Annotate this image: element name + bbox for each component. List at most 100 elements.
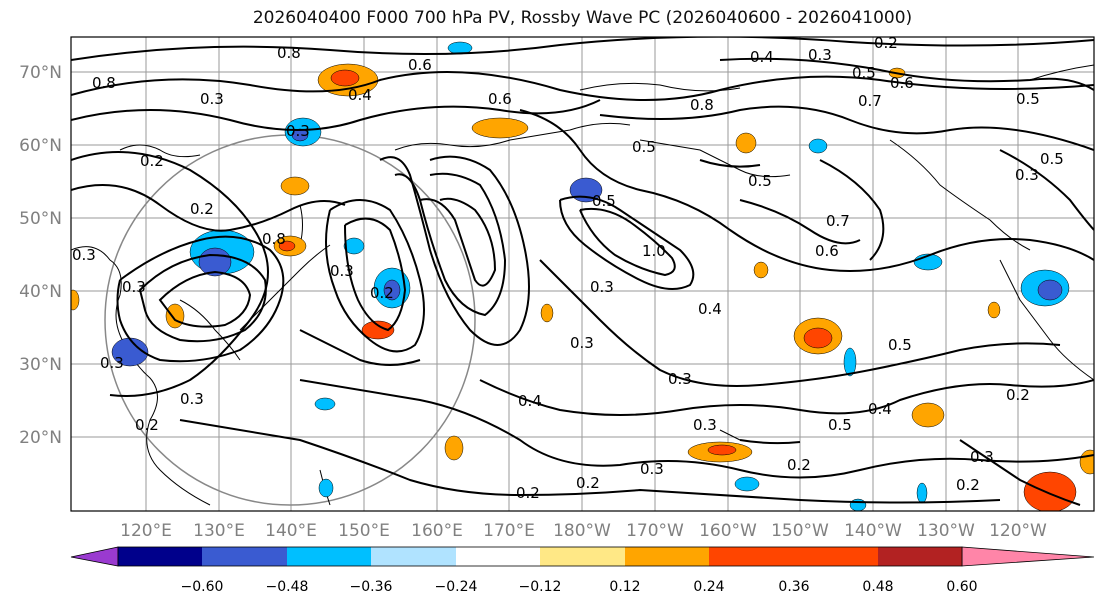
contour-label: 0.4 (750, 48, 774, 66)
positive-anomaly (1079, 449, 1094, 475)
contour-label: 0.3 (122, 278, 146, 296)
lon-label: 180°W (553, 521, 611, 541)
colorbar-extend-min (70, 546, 119, 567)
contour-label: 0.3 (330, 262, 354, 280)
colorbar-tick-label: 0.36 (778, 579, 809, 595)
positive-anomaly (444, 435, 464, 461)
figure-title: 2026040400 F000 700 hPa PV, Rossby Wave … (252, 8, 913, 28)
colorbar-tick-label: −0.60 (181, 579, 224, 595)
contour-label: 0.8 (92, 74, 116, 92)
colorbar-bin (709, 547, 794, 566)
contour-label: 0.4 (518, 392, 542, 410)
negative-anomaly (843, 347, 857, 377)
positive-anomaly-core (803, 327, 833, 349)
lat-label: 70°N (19, 63, 62, 83)
contour-label: 0.3 (570, 334, 594, 352)
colorbar-bin (287, 547, 371, 566)
contour-label: 0.4 (348, 86, 372, 104)
colorbar-bin (625, 547, 709, 566)
contour-label: 0.8 (690, 96, 714, 114)
colorbar-tick-label: −0.36 (350, 579, 393, 595)
colorbar-bin (456, 547, 540, 566)
colorbar-tick-label: 0.12 (609, 579, 640, 595)
positive-anomaly (987, 301, 1001, 319)
contour-label: 0.2 (1006, 386, 1030, 404)
contour-label: 0.7 (826, 212, 850, 230)
contour-label: 0.2 (576, 474, 600, 492)
contour-label: 0.3 (808, 46, 832, 64)
colorbar-extend-max (961, 546, 1095, 567)
negative-anomaly (318, 478, 334, 498)
lon-label: 170°W (626, 521, 684, 541)
contour-label: 0.2 (956, 476, 980, 494)
negative-anomaly (343, 237, 365, 255)
contour-label: 0.6 (890, 74, 914, 92)
contour-label: 0.6 (815, 242, 839, 260)
negative-anomaly-core (383, 279, 401, 301)
contour-label: 0.2 (190, 200, 214, 218)
contour-label: 0.2 (135, 416, 159, 434)
lat-label: 40°N (19, 282, 62, 302)
colorbar-bin (540, 547, 625, 566)
colorbar-tick-label: −0.12 (519, 579, 562, 595)
contour-labels: 0.8 0.6 0.4 0.3 0.2 0.5 0.6 0.7 0.6 0.4 … (72, 34, 1064, 502)
colorbar-bin (371, 547, 456, 566)
contour-label: 0.5 (1040, 150, 1064, 168)
colorbar-bin (202, 547, 287, 566)
positive-anomaly (753, 261, 769, 279)
negative-anomaly (734, 476, 760, 492)
map-panel: 0.8 0.6 0.4 0.3 0.2 0.5 0.6 0.7 0.6 0.4 … (70, 34, 1095, 512)
contour-label: 0.2 (874, 34, 898, 52)
contour-label: 0.5 (888, 336, 912, 354)
positive-anomaly-core (707, 444, 737, 456)
map-frame (70, 36, 1095, 512)
colorbar-tick-label: 0.60 (946, 579, 977, 595)
contour-label: 0.3 (180, 390, 204, 408)
coastlines (71, 64, 1094, 506)
colorbar-tick-label: 0.24 (693, 579, 724, 595)
lat-label: 60°N (19, 136, 62, 156)
colorbar-tick-label: 0.48 (862, 579, 893, 595)
lon-label: 120°E (120, 521, 172, 541)
colorbar-tick-label: −0.48 (266, 579, 309, 595)
contour-label: 0.3 (72, 246, 96, 264)
lon-label: 140°W (844, 521, 902, 541)
pv-contours (71, 37, 1094, 506)
positive-anomaly-core (330, 69, 360, 87)
contour-label: 1.0 (642, 242, 666, 260)
contour-label: 0.3 (693, 416, 717, 434)
contour-label: 0.3 (640, 460, 664, 478)
contour-label: 0.4 (868, 400, 892, 418)
contour-label: 0.3 (1015, 166, 1039, 184)
contour-label: 0.2 (516, 484, 540, 502)
colorbar-bin (118, 547, 202, 566)
contour-label: 0.3 (100, 354, 124, 372)
positive-anomaly (71, 289, 80, 311)
contour-label: 0.2 (140, 152, 164, 170)
contour-label: 0.8 (262, 230, 286, 248)
negative-anomaly-core (1037, 279, 1063, 301)
contour-label: 0.2 (787, 456, 811, 474)
contour-label: 0.5 (852, 64, 876, 82)
contour-label: 0.3 (970, 448, 994, 466)
lat-label: 30°N (19, 355, 62, 375)
lon-label: 120°W (989, 521, 1047, 541)
contour-label: 0.8 (277, 44, 301, 62)
lon-label: 140°E (265, 521, 317, 541)
contour-label: 0.5 (632, 138, 656, 156)
contour-label: 0.3 (590, 278, 614, 296)
positive-anomaly (735, 132, 757, 154)
contour-label: 0.4 (698, 300, 722, 318)
colorbar: −0.60 −0.48 −0.36 −0.24 −0.12 0.12 0.24 … (70, 546, 1095, 595)
lon-label: 150°E (338, 521, 390, 541)
lon-label: 130°W (917, 521, 975, 541)
positive-anomaly (471, 117, 529, 139)
anomaly-shading (71, 41, 1094, 511)
positive-anomaly (911, 402, 945, 428)
negative-anomaly (314, 397, 336, 411)
contour-label: 0.3 (200, 90, 224, 108)
gridlines (71, 37, 1094, 511)
longitude-labels: 120°E 130°E 140°E 150°E 160°E 170°E 180°… (120, 521, 1047, 541)
colorbar-frame (117, 546, 963, 567)
